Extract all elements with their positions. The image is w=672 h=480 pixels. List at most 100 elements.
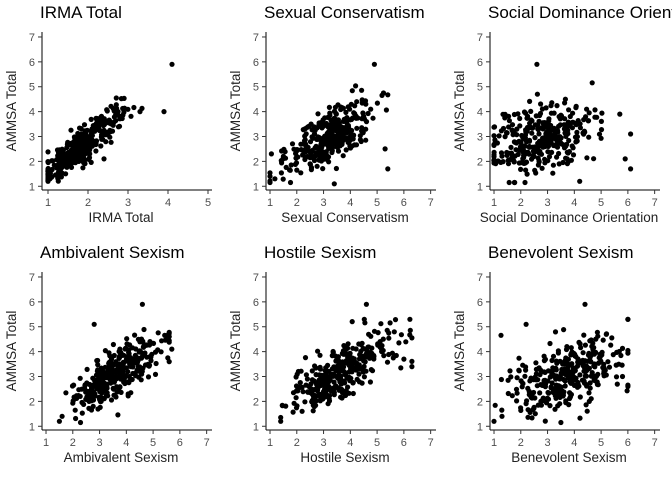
data-point bbox=[117, 349, 123, 355]
data-point bbox=[601, 368, 607, 374]
data-point bbox=[603, 331, 609, 337]
data-point bbox=[618, 352, 624, 359]
data-point bbox=[337, 133, 343, 139]
data-point bbox=[534, 91, 541, 97]
data-point bbox=[398, 332, 404, 338]
data-point bbox=[379, 343, 385, 349]
data-point bbox=[577, 341, 583, 347]
data-point bbox=[103, 139, 109, 145]
data-points bbox=[267, 61, 391, 187]
data-point bbox=[566, 402, 572, 408]
data-point bbox=[558, 419, 564, 426]
data-point bbox=[574, 363, 581, 369]
data-point bbox=[377, 339, 383, 345]
data-point bbox=[548, 385, 554, 391]
data-point bbox=[584, 155, 590, 161]
y-tick-label: 4 bbox=[477, 347, 483, 359]
data-points bbox=[278, 301, 415, 424]
data-point bbox=[584, 106, 590, 112]
data-point bbox=[522, 160, 528, 166]
data-point bbox=[516, 355, 522, 361]
data-point bbox=[164, 332, 170, 338]
data-point bbox=[547, 340, 553, 347]
data-point bbox=[561, 145, 568, 151]
data-point bbox=[496, 133, 502, 139]
data-point bbox=[353, 367, 360, 373]
x-tick-label: 7 bbox=[652, 197, 658, 209]
data-point bbox=[292, 161, 298, 167]
data-point bbox=[542, 381, 549, 387]
data-point bbox=[370, 115, 376, 121]
data-point bbox=[133, 373, 139, 379]
data-point bbox=[360, 130, 366, 136]
data-point bbox=[293, 374, 299, 380]
data-point bbox=[118, 376, 124, 382]
data-point bbox=[616, 361, 622, 367]
data-point bbox=[343, 109, 349, 115]
data-point bbox=[566, 137, 572, 144]
x-tick-label: 1 bbox=[43, 437, 49, 449]
data-point bbox=[558, 135, 564, 141]
panel-title: IRMA Total bbox=[40, 3, 122, 22]
data-point bbox=[514, 398, 520, 404]
x-axis-label: Benevolent Sexism bbox=[511, 450, 627, 465]
data-point bbox=[121, 373, 127, 379]
y-tick-label: 1 bbox=[29, 421, 35, 433]
data-point bbox=[512, 179, 518, 186]
data-point bbox=[368, 106, 374, 112]
data-point bbox=[56, 418, 63, 424]
data-point bbox=[354, 125, 360, 131]
data-point bbox=[113, 359, 119, 365]
data-point bbox=[381, 353, 387, 359]
data-point bbox=[577, 415, 583, 421]
data-point bbox=[514, 390, 520, 396]
data-point bbox=[359, 365, 365, 371]
data-point bbox=[302, 156, 308, 163]
data-point bbox=[390, 355, 396, 361]
data-point bbox=[362, 98, 369, 104]
data-point bbox=[523, 167, 529, 173]
data-point bbox=[588, 396, 594, 402]
data-point bbox=[93, 148, 99, 154]
x-tick-label: 3 bbox=[125, 197, 131, 209]
data-point bbox=[95, 362, 101, 368]
data-point bbox=[342, 344, 348, 350]
data-point bbox=[535, 377, 541, 383]
x-tick-label: 6 bbox=[177, 437, 183, 449]
data-point bbox=[100, 122, 107, 128]
data-point bbox=[505, 390, 511, 397]
data-point bbox=[328, 134, 334, 140]
data-point bbox=[335, 354, 341, 360]
data-point bbox=[309, 399, 315, 405]
data-point bbox=[299, 384, 305, 390]
data-point bbox=[506, 179, 512, 186]
data-point bbox=[557, 116, 563, 122]
data-point bbox=[532, 167, 538, 173]
data-point bbox=[596, 131, 603, 137]
data-point bbox=[59, 413, 65, 419]
data-point bbox=[577, 372, 583, 378]
x-tick-label: 2 bbox=[85, 197, 91, 209]
data-point bbox=[307, 139, 314, 145]
data-point bbox=[161, 109, 167, 115]
y-tick-label: 7 bbox=[253, 272, 259, 284]
data-point bbox=[47, 176, 53, 182]
data-point bbox=[605, 359, 611, 365]
data-point bbox=[354, 99, 360, 105]
data-point bbox=[55, 157, 61, 163]
y-tick-label: 2 bbox=[253, 396, 259, 408]
data-point bbox=[361, 374, 367, 380]
data-point bbox=[93, 115, 99, 121]
x-tick-label: 3 bbox=[544, 197, 550, 209]
data-point bbox=[153, 360, 159, 367]
data-point bbox=[302, 137, 308, 143]
data-point bbox=[527, 98, 533, 104]
data-point bbox=[514, 126, 520, 132]
data-point bbox=[67, 153, 73, 159]
data-point bbox=[363, 353, 369, 359]
data-point bbox=[526, 138, 533, 144]
data-point bbox=[589, 370, 595, 376]
data-point bbox=[628, 131, 634, 137]
data-point bbox=[101, 396, 107, 402]
data-point bbox=[88, 116, 94, 122]
